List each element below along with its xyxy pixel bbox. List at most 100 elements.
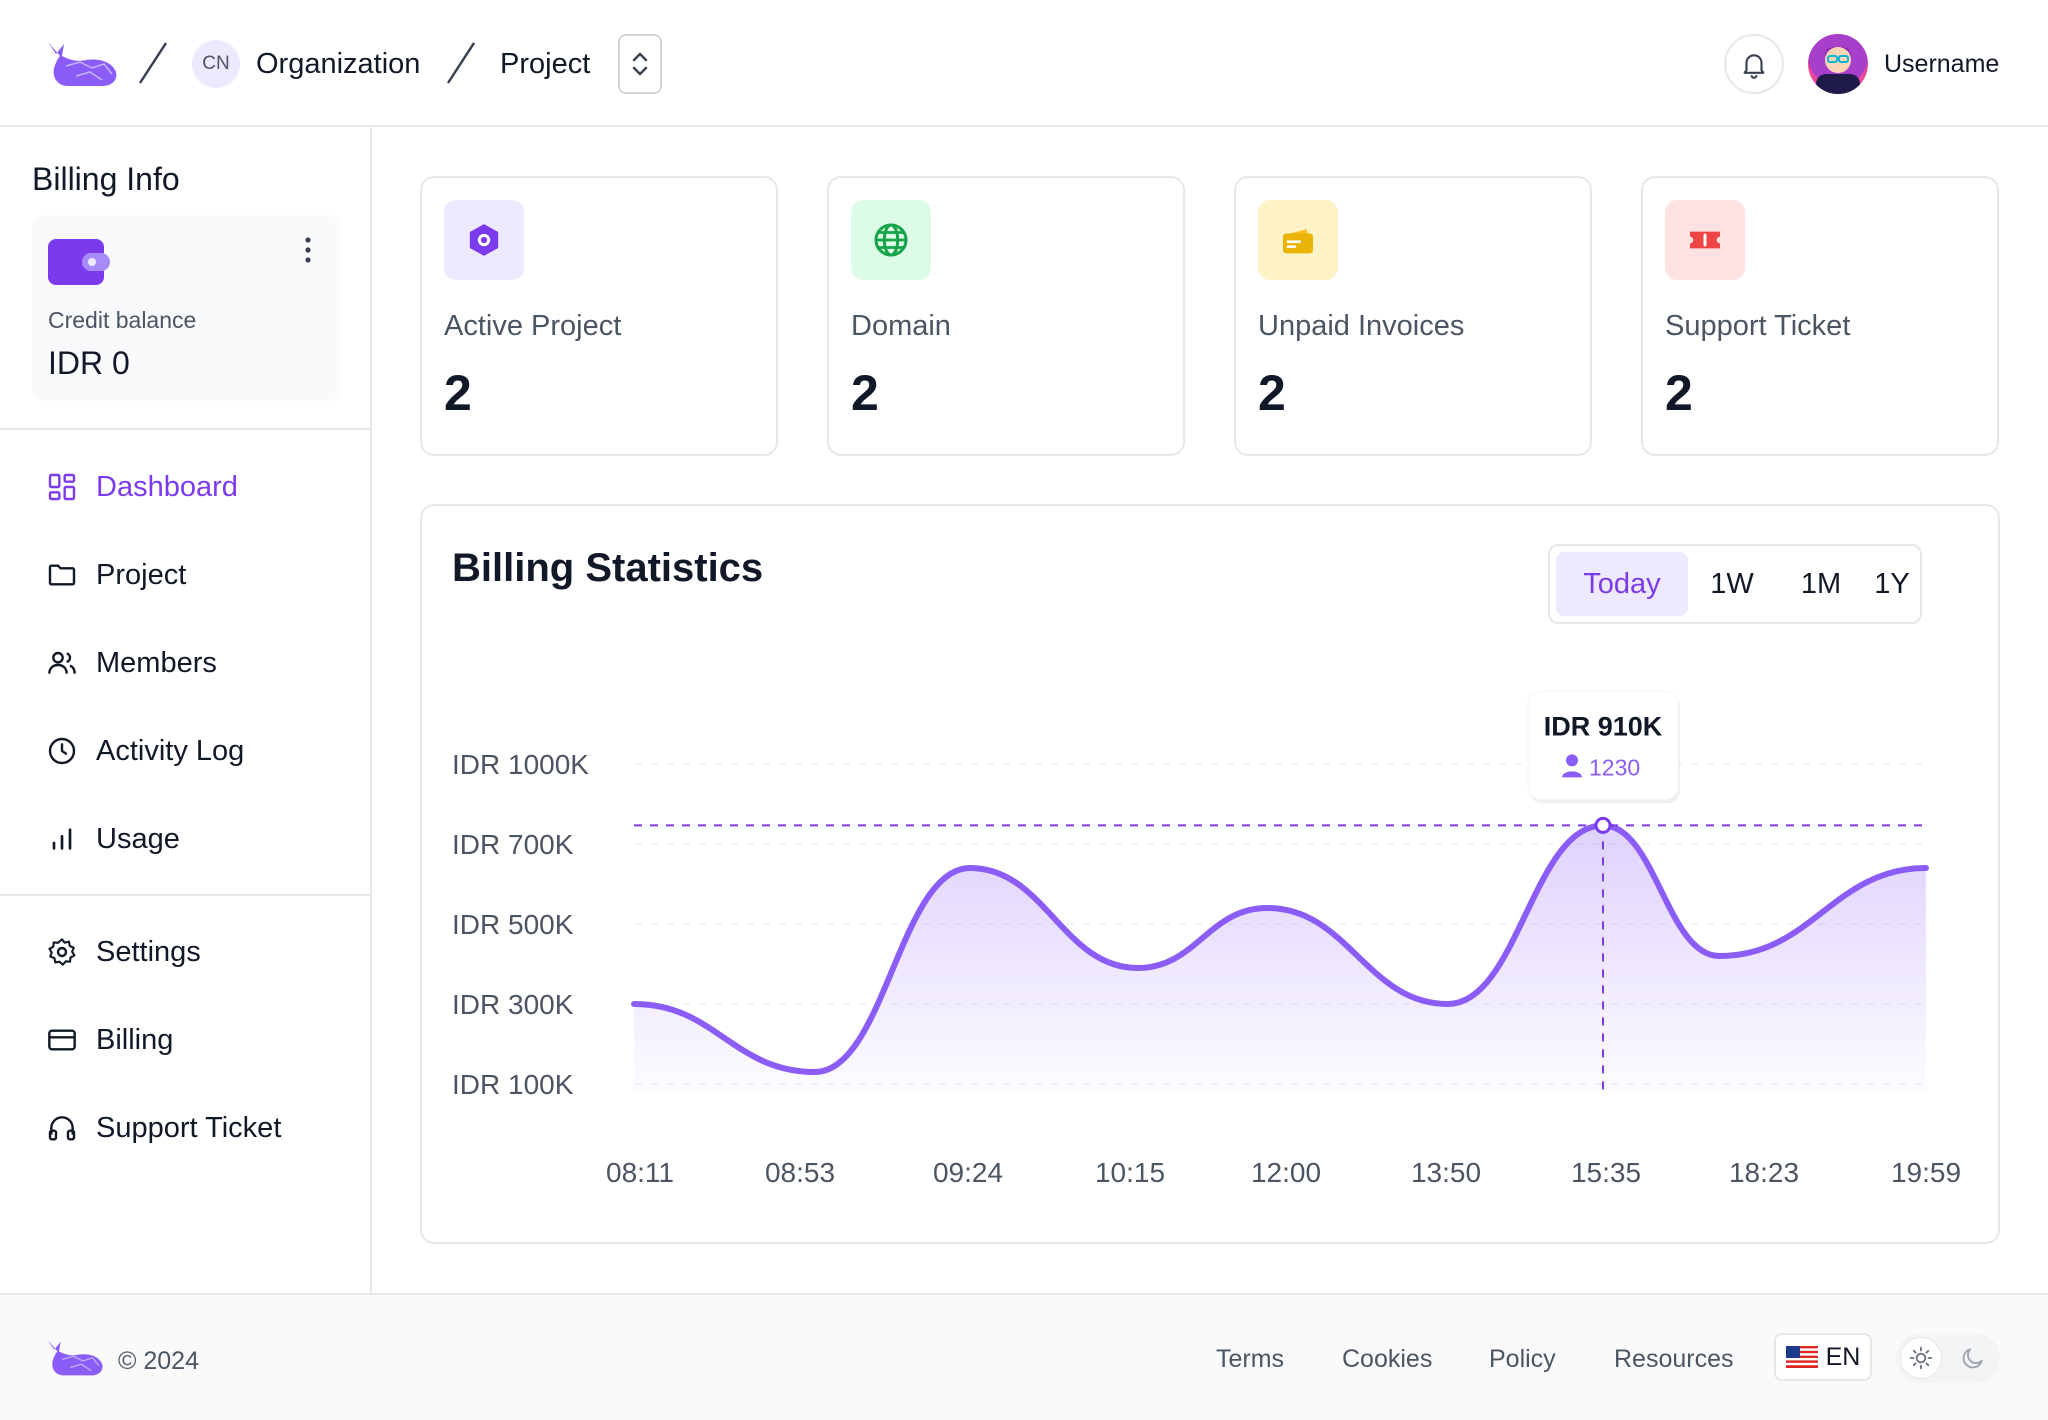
stat-card-domain[interactable]: Domain 2 xyxy=(827,176,1185,456)
whale-logo-icon[interactable] xyxy=(46,38,118,88)
light-mode-button[interactable] xyxy=(1900,1337,1942,1379)
footer-link-terms[interactable]: Terms xyxy=(1216,1345,1285,1373)
sidebar-item-project[interactable]: Project xyxy=(46,552,186,598)
y-axis-tick-label: IDR 500K xyxy=(452,909,574,940)
tooltip-value: IDR 910K xyxy=(1544,711,1663,741)
sidebar-item-members[interactable]: Members xyxy=(46,640,217,686)
users-icon xyxy=(48,651,76,674)
x-axis-tick-label: 13:50 xyxy=(1411,1157,1481,1188)
y-axis-tick-label: IDR 700K xyxy=(452,829,574,860)
x-axis-tick-label: 08:11 xyxy=(606,1157,674,1188)
sidebar-item-label: Dashboard xyxy=(96,470,238,503)
stat-label: Support Ticket xyxy=(1665,310,1851,342)
stat-label: Unpaid Invoices xyxy=(1258,310,1465,342)
headphones-icon xyxy=(48,1116,76,1141)
ticket-icon xyxy=(1690,231,1720,249)
dashboard-icon xyxy=(48,473,76,501)
breadcrumb-separator-icon xyxy=(138,42,168,84)
chart-tooltip: IDR 910K 1230 xyxy=(1527,690,1680,804)
theme-toggle[interactable] xyxy=(1896,1333,2000,1383)
tooltip-users: 1230 xyxy=(1589,754,1640,780)
footer-link-cookies[interactable]: Cookies xyxy=(1342,1345,1433,1373)
tooltip-box xyxy=(1527,690,1679,800)
username-label[interactable]: Username xyxy=(1884,50,2000,78)
credit-balance-label: Credit balance xyxy=(48,307,197,333)
stat-card-support-ticket[interactable]: Support Ticket 2 xyxy=(1641,176,1999,456)
time-range-selector: Today 1W 1M 1Y xyxy=(1548,544,1922,624)
stat-value: 2 xyxy=(444,365,472,421)
series-line xyxy=(631,822,1929,1076)
range-1w-button[interactable]: 1W xyxy=(1710,567,1754,600)
area-fill xyxy=(634,825,1926,1092)
dark-mode-button[interactable] xyxy=(1952,1337,1994,1379)
y-axis-tick-label: IDR 1000K xyxy=(452,749,589,780)
breadcrumb-organization[interactable]: Organization xyxy=(256,48,421,80)
card-icon xyxy=(1283,229,1313,254)
clock-icon xyxy=(48,737,76,765)
x-axis-tick-label: 10:15 xyxy=(1095,1157,1165,1188)
language-selector[interactable]: EN xyxy=(1774,1333,1872,1381)
sidebar-item-label: Support Ticket xyxy=(96,1111,282,1144)
x-axis-tick-label: 19:59 xyxy=(1891,1157,1961,1188)
folder-icon xyxy=(48,564,76,586)
project-switcher-button[interactable] xyxy=(618,34,662,94)
stat-value: 2 xyxy=(1258,365,1286,421)
sidebar-item-support-ticket[interactable]: Support Ticket xyxy=(46,1105,281,1151)
range-1m-button[interactable]: 1M xyxy=(1800,567,1842,600)
billing-area-chart[interactable]: IDR 1000K IDR 700K IDR 500K IDR 300K IDR 100… xyxy=(422,506,1998,1242)
stat-icon-container xyxy=(1258,200,1338,280)
wallet-icon xyxy=(48,239,110,285)
sidebar-divider xyxy=(0,894,370,896)
whale-logo-icon[interactable] xyxy=(46,1337,104,1377)
y-axis-tick-label: IDR 100K xyxy=(452,1069,574,1100)
stat-value: 2 xyxy=(851,365,879,421)
sidebar-item-usage[interactable]: Usage xyxy=(46,816,180,862)
credit-balance-card: Credit balance IDR 0 xyxy=(32,215,340,401)
stat-card-active-project[interactable]: Active Project 2 xyxy=(420,176,778,456)
footer-link-resources[interactable]: Resources xyxy=(1614,1345,1734,1373)
chevron-up-down-icon xyxy=(632,52,648,76)
sidebar-item-settings[interactable]: Settings xyxy=(46,929,201,975)
y-axis-tick-label: IDR 300K xyxy=(452,989,574,1020)
billing-statistics-card: Billing Statistics Today 1W 1M 1Y IDR 10… xyxy=(420,504,2000,1244)
billing-info-title: Billing Info xyxy=(32,161,180,197)
sidebar-item-activity-log[interactable]: Activity Log xyxy=(46,728,244,774)
x-axis-tick-label: 08:53 xyxy=(765,1157,835,1188)
chart-title: Billing Statistics xyxy=(452,546,764,590)
stat-label: Active Project xyxy=(444,310,622,342)
avatar-illustration-icon xyxy=(1808,34,1868,94)
stat-label: Domain xyxy=(851,310,951,342)
gear-icon xyxy=(48,938,76,966)
moon-icon xyxy=(1962,1348,1983,1369)
range-1y-button[interactable]: 1Y xyxy=(1874,567,1910,600)
notifications-button[interactable] xyxy=(1724,34,1784,94)
breadcrumb-project[interactable]: Project xyxy=(500,48,591,80)
hexagon-icon xyxy=(469,224,499,256)
sidebar-item-dashboard[interactable]: Dashboard xyxy=(46,464,238,510)
language-label: EN xyxy=(1825,1342,1861,1371)
x-axis-tick-label: 09:24 xyxy=(933,1157,1003,1188)
org-avatar[interactable]: CN xyxy=(192,40,240,88)
bar-chart-icon xyxy=(52,828,72,850)
bell-icon xyxy=(1743,54,1765,79)
more-options-icon[interactable] xyxy=(296,233,320,267)
x-axis-tick-label: 12:00 xyxy=(1251,1157,1321,1188)
sidebar-item-label: Members xyxy=(96,646,217,679)
user-avatar[interactable] xyxy=(1808,34,1868,94)
top-header: CN Organization Project Username xyxy=(0,0,2048,127)
sidebar: Billing Info Credit balance IDR 0 Dashbo… xyxy=(0,127,372,1293)
sidebar-item-label: Activity Log xyxy=(96,734,245,767)
stat-icon-container xyxy=(851,200,931,280)
x-axis-tick-label: 18:23 xyxy=(1729,1157,1799,1188)
stat-value: 2 xyxy=(1665,365,1693,421)
sidebar-item-billing[interactable]: Billing xyxy=(46,1017,173,1063)
globe-icon xyxy=(874,223,908,257)
highlight-point xyxy=(1594,816,1612,834)
footer: © 2024 Terms Cookies Policy Resources EN xyxy=(0,1293,2048,1420)
sidebar-item-label: Settings xyxy=(96,935,201,968)
stat-card-unpaid-invoices[interactable]: Unpaid Invoices 2 xyxy=(1234,176,1592,456)
range-today-button[interactable]: Today xyxy=(1556,552,1688,616)
credit-card-icon xyxy=(48,1029,76,1051)
footer-link-policy[interactable]: Policy xyxy=(1489,1345,1556,1373)
sidebar-divider xyxy=(0,428,370,430)
